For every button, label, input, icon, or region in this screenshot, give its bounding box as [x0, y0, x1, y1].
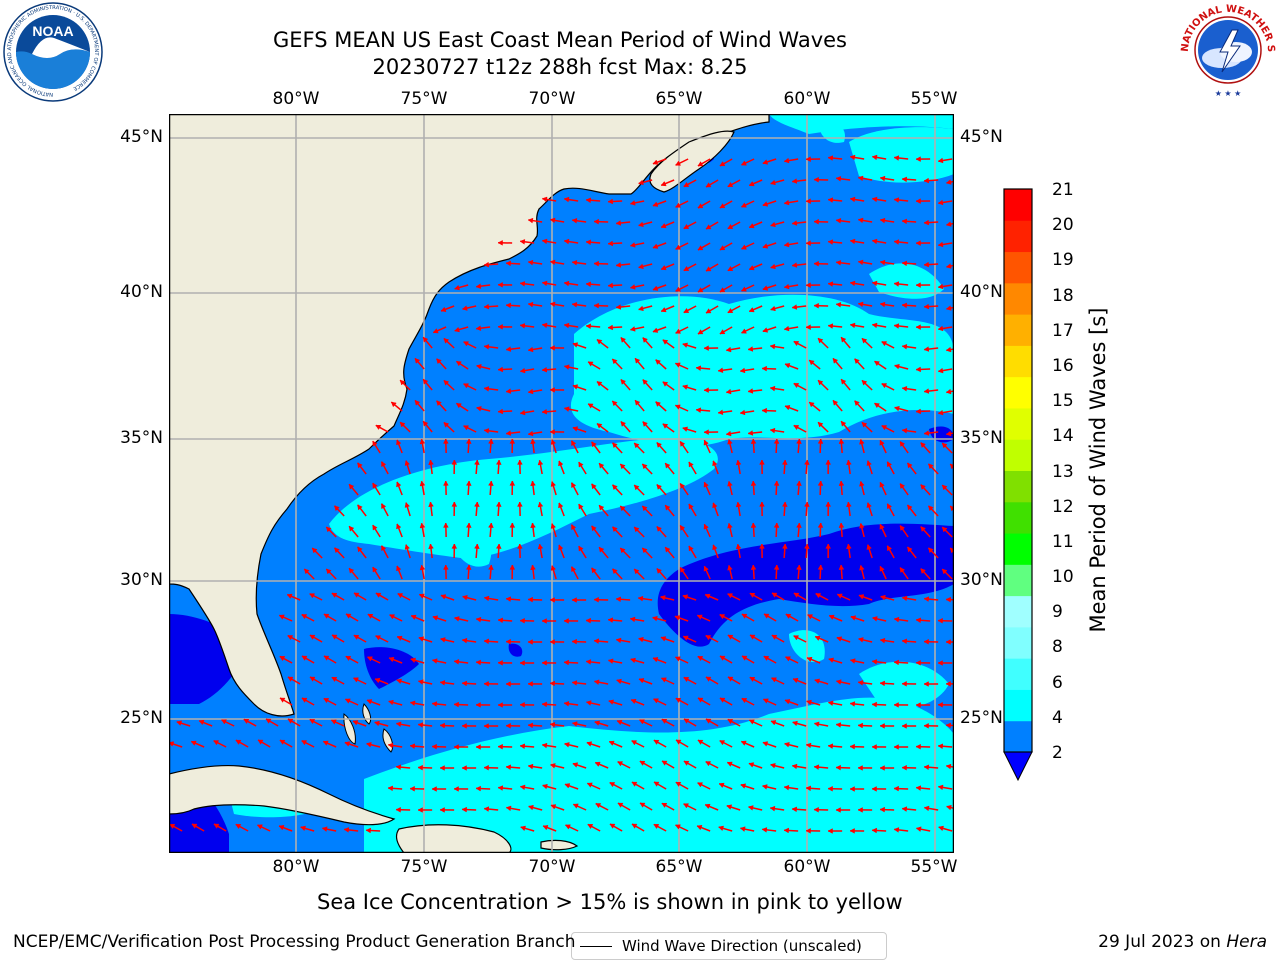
lat-label-right-30n: 30°N [960, 570, 1003, 590]
map-border [168, 113, 955, 854]
colorbar-extend-triangle [1003, 751, 1033, 782]
colorbar-tick-label: 13 [1052, 461, 1074, 482]
footer-date-text: 29 Jul 2023 on [1098, 932, 1221, 952]
colorbar-tick-label: 11 [1052, 531, 1074, 552]
wind-wave-arrows [169, 154, 954, 834]
colorbar-segment [1004, 564, 1032, 597]
hispaniola-land [395, 824, 512, 853]
colorbar-tick-label: 10 [1052, 567, 1074, 588]
nova-scotia-land [649, 130, 735, 193]
lat-label-left-45n: 45°N [120, 127, 163, 147]
noaa-logo-text: NOAA [32, 23, 73, 39]
colorbar-frame [1003, 188, 1033, 753]
colorbar-label: Mean Period of Wind Waves [s] [1086, 307, 1110, 633]
colorbar-tick-label: 16 [1052, 355, 1074, 376]
colorbar-tick-label: 18 [1052, 285, 1074, 306]
colorbar-tick-label: 8 [1052, 637, 1063, 658]
colorbar-segment [1004, 689, 1032, 722]
colorbar [1003, 188, 1033, 782]
colorbar-segment [1004, 533, 1032, 565]
colorbar-tick-label: 15 [1052, 391, 1074, 412]
colorbar-segment [1004, 439, 1032, 471]
colorbar-segment [1004, 720, 1032, 753]
lon-label-top-75w: 75°W [400, 89, 448, 109]
lon-label-bottom-55w: 55°W [910, 857, 958, 877]
footer-host: Hera [1226, 932, 1267, 952]
lat-label-left-35n: 35°N [120, 428, 163, 448]
colorbar-tick-label: 4 [1052, 707, 1063, 728]
svg-text:★ ★ ★: ★ ★ ★ [1215, 89, 1242, 98]
nws-logo-icon: NATIONAL WEATHER SERVICE ★ ★ ★ [1176, 0, 1276, 98]
colorbar-tick-label: 17 [1052, 320, 1074, 341]
lat-label-right-45n: 45°N [960, 127, 1003, 147]
colorbar-tick-label: 20 [1052, 215, 1074, 236]
lon-label-bottom-60w: 60°W [783, 857, 831, 877]
map-title: GEFS MEAN US East Coast Mean Period of W… [273, 28, 847, 52]
colorbar-segment [1004, 314, 1032, 346]
lon-label-bottom-65w: 65°W [655, 857, 703, 877]
colorbar-tick-label: 14 [1052, 426, 1074, 447]
lon-label-top-55w: 55°W [910, 89, 958, 109]
legend-label: Wind Wave Direction (unscaled) [622, 937, 862, 955]
footer-credit: NCEP/EMC/Verification Post Processing Pr… [13, 932, 576, 952]
colorbar-segment [1004, 189, 1032, 221]
colorbar-segment [1004, 220, 1032, 253]
colorbar-segment [1004, 501, 1032, 534]
lon-label-bottom-70w: 70°W [528, 857, 576, 877]
colorbar-tick-label: 12 [1052, 496, 1074, 517]
colorbar-tick-label: 21 [1052, 180, 1074, 200]
lon-label-top-65w: 65°W [655, 89, 703, 109]
lon-label-top-70w: 70°W [528, 89, 576, 109]
puerto-rico-land [540, 839, 579, 851]
lon-label-bottom-75w: 75°W [400, 857, 448, 877]
map-gridlines [169, 114, 954, 853]
lat-label-right-35n: 35°N [960, 428, 1003, 448]
colorbar-tick-label: 19 [1052, 250, 1074, 271]
colorbar-segment [1004, 251, 1032, 284]
wave-period-map: Wind Wave Direction (unscaled) [168, 113, 955, 960]
colorbar-segment [1004, 407, 1032, 440]
colorbar-segment [1004, 345, 1032, 378]
map-legend: Wind Wave Direction (unscaled) [571, 932, 887, 960]
colorbar-segment [1004, 595, 1032, 628]
colorbar-segment [1004, 626, 1032, 659]
colorbar-tick-label: 9 [1052, 602, 1063, 623]
noaa-logo-icon: NOAA NATIONAL OCEANIC AND ATMOSPHERIC AD… [3, 2, 103, 102]
cuba-land [169, 764, 396, 826]
lon-label-top-80w: 80°W [272, 89, 320, 109]
lat-label-right-40n: 40°N [960, 282, 1003, 302]
lat-label-left-40n: 40°N [120, 282, 163, 302]
legend-line-swatch [580, 945, 612, 947]
lat-label-left-25n: 25°N [120, 708, 163, 728]
bahamas-land [343, 703, 394, 753]
footer-date: 29 Jul 2023 on Hera [1098, 932, 1267, 952]
colorbar-tick-label: 6 [1052, 672, 1063, 693]
colorbar-tick-label: 2 [1052, 743, 1063, 763]
lat-label-right-25n: 25°N [960, 708, 1003, 728]
lon-label-bottom-80w: 80°W [272, 857, 320, 877]
lat-label-left-30n: 30°N [120, 570, 163, 590]
north-america-land [169, 114, 770, 717]
lon-label-top-60w: 60°W [783, 89, 831, 109]
colorbar-segment [1004, 470, 1032, 503]
colorbar-segment [1004, 282, 1032, 315]
sea-ice-note: Sea Ice Concentration > 15% is shown in … [317, 890, 903, 914]
colorbar-segment [1004, 376, 1032, 409]
map-subtitle: 20230727 t12z 288h fcst Max: 8.25 [372, 55, 748, 79]
colorbar-segment [1004, 658, 1032, 690]
